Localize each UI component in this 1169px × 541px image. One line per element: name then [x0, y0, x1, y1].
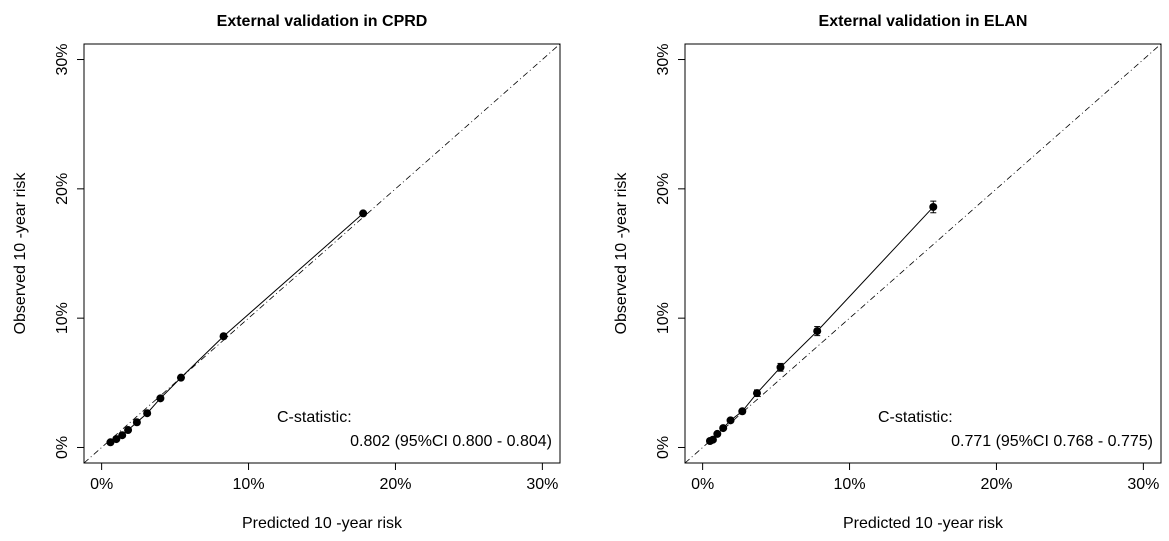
chart-title-cprd: External validation in CPRD: [217, 13, 428, 30]
data-point: [156, 394, 165, 403]
x-tick-label: 0%: [691, 476, 714, 493]
data-point: [726, 416, 735, 425]
data-point: [176, 373, 185, 382]
x-tick-label: 10%: [834, 476, 866, 493]
data-point: [813, 327, 822, 336]
x-axis-label: Predicted 10 -year risk: [843, 515, 1004, 532]
c-statistic-value: 0.771 (95%CI 0.768 - 0.775): [951, 433, 1153, 450]
data-point: [713, 429, 722, 438]
calibration-line: [110, 213, 364, 443]
y-tick-label: 10%: [655, 302, 672, 334]
data-point: [738, 407, 747, 416]
data-point: [118, 431, 127, 440]
y-tick-label: 30%: [54, 44, 71, 76]
c-statistic-label: C-statistic:: [878, 409, 953, 426]
data-point: [708, 435, 717, 444]
data-point: [132, 418, 141, 427]
data-point: [143, 409, 152, 418]
data-point: [359, 209, 368, 218]
data-point: [124, 426, 133, 435]
x-tick-label: 30%: [526, 476, 558, 493]
panel-elan: 0% 10% 20% 30% 0% 10% 20% 30% External validatio…: [613, 13, 1162, 532]
x-tick-label: 20%: [980, 476, 1012, 493]
y-tick-label: 30%: [655, 44, 672, 76]
y-tick-label: 20%: [54, 173, 71, 205]
x-axis-label: Predicted 10 -year risk: [242, 515, 403, 532]
x-tick-label: 10%: [233, 476, 265, 493]
panel-cprd: 0% 10% 20% 30% 0% 10% 20% 30% External validatio…: [12, 13, 561, 532]
y-tick-label: 0%: [54, 436, 71, 459]
reference-diagonal: [83, 43, 561, 464]
y-tick-label: 10%: [54, 302, 71, 334]
y-tick-label: 20%: [655, 173, 672, 205]
plot-frame: [83, 43, 561, 464]
y-axis-label: Observed 10 -year risk: [613, 172, 630, 335]
data-point: [219, 332, 228, 341]
y-axis-label: Observed 10 -year risk: [12, 172, 29, 335]
x-tick-label: 20%: [379, 476, 411, 493]
x-tick-label: 0%: [90, 476, 113, 493]
chart-title-elan: External validation in ELAN: [819, 13, 1028, 30]
data-point: [719, 424, 728, 433]
plot-frame: [684, 43, 1162, 464]
calibration-line: [709, 206, 934, 442]
data-point: [776, 363, 785, 372]
c-statistic-value: 0.802 (95%CI 0.800 - 0.804): [350, 433, 552, 450]
data-point: [112, 435, 121, 444]
data-point: [752, 389, 761, 398]
y-tick-label: 0%: [655, 436, 672, 459]
data-point: [929, 202, 938, 211]
data-point: [106, 438, 115, 447]
reference-diagonal: [684, 43, 1162, 464]
x-tick-label: 30%: [1127, 476, 1159, 493]
c-statistic-label: C-statistic:: [277, 409, 352, 426]
